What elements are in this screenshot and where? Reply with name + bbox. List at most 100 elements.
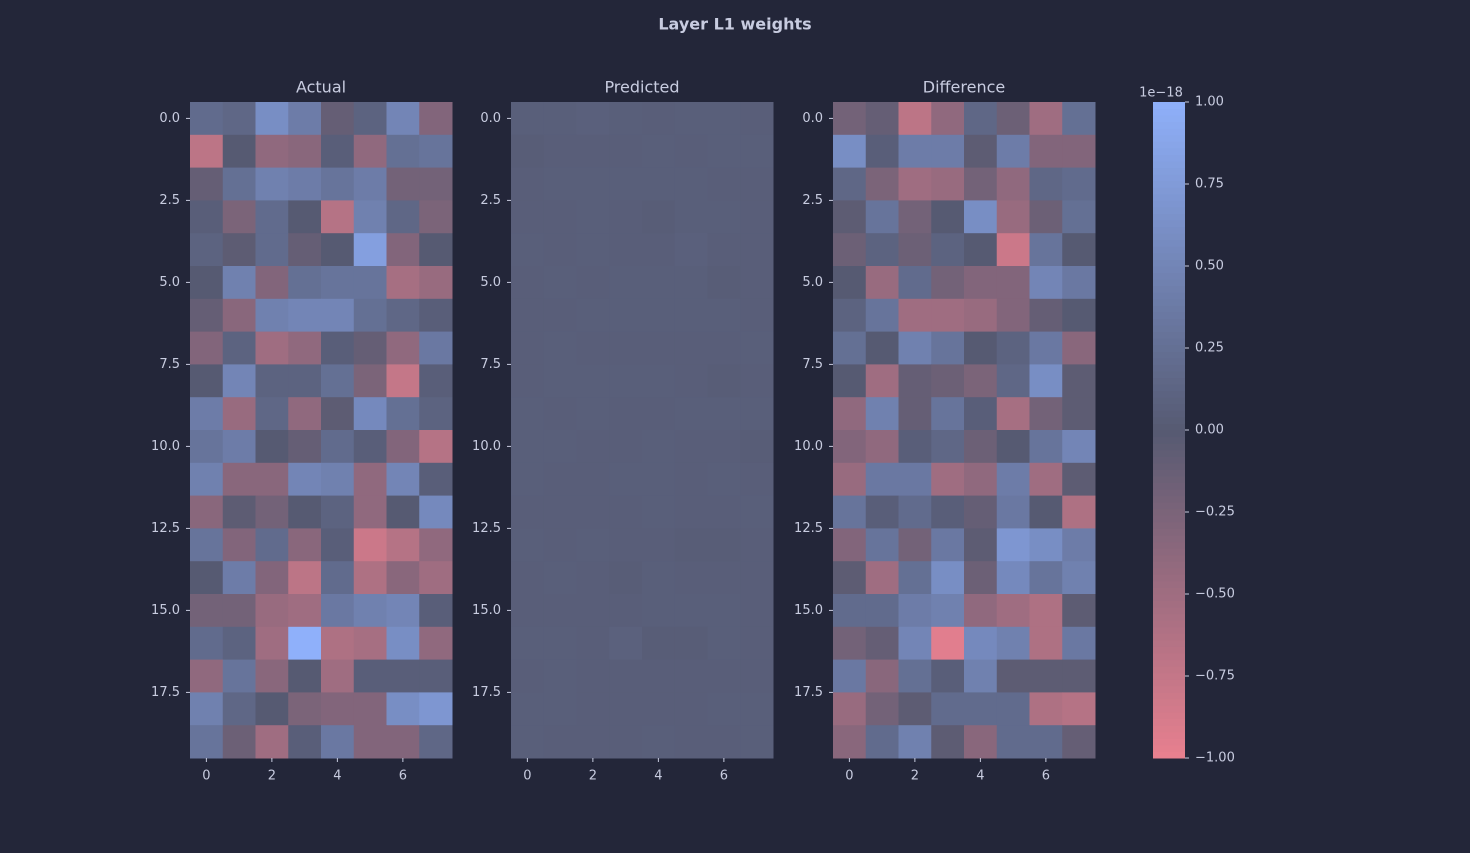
heatmap-cell: [419, 397, 453, 431]
heatmap-cell: [288, 200, 322, 234]
colorbar-segment: [1153, 298, 1185, 306]
heatmap-cell: [222, 495, 256, 529]
heatmap-cell: [931, 167, 965, 201]
heatmap-cell: [740, 331, 774, 365]
colorbar-segment: [1153, 567, 1185, 575]
heatmap-cell: [511, 167, 545, 201]
colorbar-segment: [1153, 626, 1185, 634]
heatmap-cell: [321, 298, 355, 333]
heatmap-cell: [222, 167, 256, 201]
heatmap-cell: [1029, 594, 1063, 628]
heatmap-cell: [288, 626, 322, 661]
heatmap-cell: [419, 364, 453, 398]
heatmap-cell: [255, 692, 289, 726]
heatmap-cell: [740, 495, 774, 529]
heatmap-cell: [865, 561, 899, 595]
y-tick-label: 2.5: [480, 193, 501, 208]
heatmap-cell: [190, 102, 224, 136]
heatmap-cell: [511, 134, 545, 169]
colorbar-segment: [1153, 495, 1185, 503]
chart-title: Layer L1 weights: [658, 15, 811, 34]
heatmap-cell: [833, 298, 867, 333]
heatmap-cell: [740, 397, 774, 431]
heatmap-cell: [898, 594, 932, 628]
heatmap-cell: [288, 266, 322, 300]
heatmap-cell: [642, 266, 676, 300]
heatmap-cell: [419, 102, 453, 136]
heatmap-cell: [674, 331, 708, 365]
heatmap-cell: [996, 200, 1030, 234]
colorbar-segment: [1153, 469, 1185, 477]
heatmap-cell: [642, 692, 676, 726]
heatmap-cell: [865, 102, 899, 136]
colorbar-segment: [1153, 292, 1185, 300]
heatmap-cell: [511, 430, 545, 464]
heatmap-cell: [707, 397, 741, 431]
y-tick-label: 2.5: [802, 193, 823, 208]
heatmap-cell: [674, 134, 708, 169]
heatmap-cell: [707, 462, 741, 497]
y-tick-label: 12.5: [151, 521, 180, 536]
heatmap-cell: [386, 364, 420, 398]
heatmap-cell: [1029, 364, 1063, 398]
heatmap-cell: [419, 233, 453, 267]
heatmap-cell: [609, 331, 643, 365]
x-tick-label: 0: [202, 769, 210, 784]
heatmap-cell: [833, 430, 867, 464]
heatmap-cell: [190, 561, 224, 595]
heatmap-cell: [964, 659, 998, 693]
heatmap-cell: [964, 430, 998, 464]
heatmap-cell: [511, 200, 545, 234]
heatmap-cell: [865, 659, 899, 693]
heatmap-cell: [576, 266, 610, 300]
heatmap-cell: [996, 528, 1030, 562]
colorbar-segment: [1153, 423, 1185, 431]
heatmap-cell: [674, 528, 708, 562]
heatmap-cell: [707, 102, 741, 136]
heatmap-cell: [707, 528, 741, 562]
heatmap-cell: [543, 134, 577, 169]
heatmap-cell: [1029, 626, 1063, 661]
colorbar-segment: [1153, 456, 1185, 464]
heatmap-cell: [576, 134, 610, 169]
heatmap-cell: [288, 102, 322, 136]
heatmap-cell: [255, 102, 289, 136]
heatmap-cell: [255, 725, 289, 759]
heatmap-cell: [964, 692, 998, 726]
heatmap-cell: [964, 626, 998, 661]
heatmap-cell: [1029, 495, 1063, 529]
y-tick-label: 5.0: [802, 275, 823, 290]
heatmap-cell: [1062, 594, 1096, 628]
heatmap-cell: [642, 626, 676, 661]
heatmap-cell: [898, 102, 932, 136]
y-tick-label: 0.0: [480, 111, 501, 126]
y-tick-label: 17.5: [151, 685, 180, 700]
heatmap-cell: [996, 364, 1030, 398]
heatmap-cell: [190, 200, 224, 234]
heatmap-cell: [386, 626, 420, 661]
heatmap-cell: [222, 134, 256, 169]
heatmap-cell: [642, 528, 676, 562]
colorbar-segment: [1153, 351, 1185, 359]
heatmap-cell: [609, 233, 643, 267]
colorbar-tick-label: −0.50: [1195, 587, 1235, 602]
heatmap-cell: [543, 692, 577, 726]
heatmap-cell: [898, 298, 932, 333]
heatmap-cell: [833, 134, 867, 169]
heatmap-cell: [674, 364, 708, 398]
colorbar-segment: [1153, 161, 1185, 169]
heatmap-cell: [321, 331, 355, 365]
heatmap-cell: [833, 659, 867, 693]
colorbar-segment: [1153, 285, 1185, 293]
colorbar-segment: [1153, 607, 1185, 615]
heatmap-cell: [1029, 462, 1063, 497]
heatmap-cell: [674, 495, 708, 529]
heatmap-cell: [865, 397, 899, 431]
heatmap-cell: [931, 397, 965, 431]
heatmap-cell: [1062, 364, 1096, 398]
colorbar-segment: [1153, 580, 1185, 588]
colorbar-segment: [1153, 449, 1185, 457]
heatmap-cell: [419, 298, 453, 333]
x-tick-label: 0: [523, 769, 531, 784]
heatmap-cell: [865, 594, 899, 628]
